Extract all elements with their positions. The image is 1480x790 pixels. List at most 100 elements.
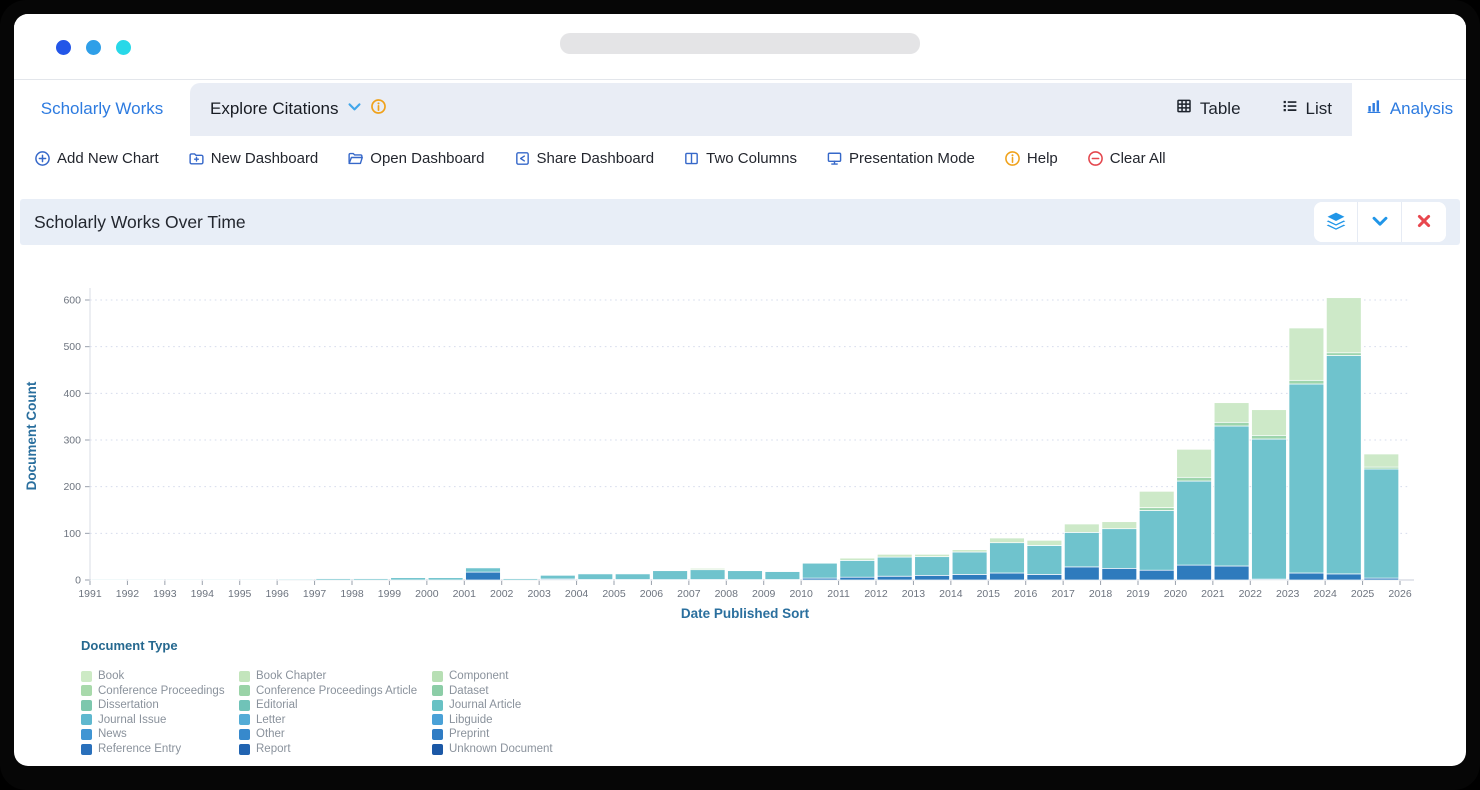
- bar-2008[interactable]: [727, 570, 763, 581]
- legend-item-book[interactable]: Book: [81, 670, 124, 682]
- toolbar-button-clear-all[interactable]: Clear All: [1087, 150, 1166, 167]
- window-control-minimize[interactable]: [86, 40, 101, 55]
- bar-segment[interactable]: [1176, 476, 1212, 482]
- tab-scholarly-works[interactable]: Scholarly Works: [14, 81, 190, 136]
- bar-2019[interactable]: [1138, 490, 1175, 581]
- bar-2023[interactable]: [1288, 327, 1325, 581]
- bar-2002[interactable]: [502, 578, 539, 581]
- bar-segment[interactable]: [1363, 468, 1400, 579]
- bar-segment[interactable]: [1026, 545, 1063, 575]
- bar-segment[interactable]: [203, 579, 239, 581]
- legend-item-conference-proceedings-article[interactable]: Conference Proceedings Article: [239, 685, 417, 697]
- bar-segment[interactable]: [839, 576, 876, 581]
- bar-segment[interactable]: [727, 570, 763, 580]
- bar-segment[interactable]: [352, 578, 389, 581]
- toolbar-button-open-dashboard[interactable]: Open Dashboard: [347, 150, 485, 167]
- bar-segment[interactable]: [278, 578, 314, 581]
- bar-segment[interactable]: [614, 573, 651, 580]
- legend-item-reference-entry[interactable]: Reference Entry: [81, 743, 181, 755]
- bar-segment[interactable]: [1064, 532, 1100, 568]
- window-control-zoom[interactable]: [116, 40, 131, 55]
- bar-2009[interactable]: [764, 571, 801, 581]
- bar-segment[interactable]: [951, 574, 988, 581]
- bar-segment[interactable]: [1138, 490, 1175, 508]
- toolbar-button-help[interactable]: Help: [1004, 150, 1058, 167]
- toolbar-button-share-dashboard[interactable]: Share Dashboard: [514, 150, 654, 167]
- bar-segment[interactable]: [1251, 409, 1287, 436]
- bar-2004[interactable]: [577, 573, 614, 581]
- bar-1994[interactable]: [203, 579, 239, 581]
- bar-2005[interactable]: [614, 573, 651, 581]
- bar-segment[interactable]: [652, 570, 688, 580]
- bar-segment[interactable]: [1326, 573, 1362, 581]
- bar-segment[interactable]: [1176, 480, 1212, 566]
- bar-segment[interactable]: [128, 579, 164, 581]
- bar-segment[interactable]: [465, 567, 501, 573]
- bar-segment[interactable]: [1176, 448, 1212, 478]
- bar-segment[interactable]: [1213, 402, 1250, 423]
- collapse-panel-button[interactable]: [1358, 202, 1402, 242]
- bar-segment[interactable]: [876, 553, 913, 558]
- bar-2022[interactable]: [1251, 409, 1287, 581]
- bar-segment[interactable]: [240, 579, 277, 581]
- bar-segment[interactable]: [689, 567, 726, 571]
- close-panel-button[interactable]: [1402, 202, 1446, 242]
- toolbar-button-add-new-chart[interactable]: Add New Chart: [34, 150, 159, 167]
- legend-item-dataset[interactable]: Dataset: [432, 685, 489, 697]
- bar-segment[interactable]: [90, 579, 127, 581]
- layers-button[interactable]: [1314, 202, 1358, 242]
- bar-segment[interactable]: [1138, 569, 1175, 581]
- legend-item-conference-proceedings[interactable]: Conference Proceedings: [81, 685, 225, 697]
- legend-item-other[interactable]: Other: [239, 728, 285, 740]
- bar-1992[interactable]: [128, 579, 164, 581]
- bar-segment[interactable]: [1176, 564, 1212, 581]
- bar-2020[interactable]: [1176, 448, 1212, 581]
- bar-segment[interactable]: [1213, 565, 1250, 581]
- toolbar-button-two-columns[interactable]: Two Columns: [683, 150, 797, 167]
- bar-segment[interactable]: [989, 572, 1025, 581]
- bar-2013[interactable]: [914, 553, 950, 581]
- legend-item-book-chapter[interactable]: Book Chapter: [239, 670, 326, 682]
- legend-item-unknown-document[interactable]: Unknown Document: [432, 743, 553, 755]
- bar-2006[interactable]: [652, 570, 688, 581]
- bar-segment[interactable]: [1026, 574, 1063, 581]
- legend-item-component[interactable]: Component: [432, 670, 508, 682]
- bar-2010[interactable]: [802, 562, 838, 581]
- bar-segment[interactable]: [951, 551, 988, 575]
- bar-segment[interactable]: [1101, 567, 1138, 581]
- bar-1997[interactable]: [315, 578, 352, 581]
- bar-2018[interactable]: [1101, 521, 1138, 581]
- bar-segment[interactable]: [315, 578, 352, 581]
- legend-item-libguide[interactable]: Libguide: [432, 714, 492, 726]
- legend-item-preprint[interactable]: Preprint: [432, 728, 489, 740]
- bar-segment[interactable]: [876, 575, 913, 581]
- bar-segment[interactable]: [1213, 425, 1250, 567]
- bar-segment[interactable]: [914, 553, 950, 557]
- bar-segment[interactable]: [951, 549, 988, 553]
- bar-1995[interactable]: [240, 579, 277, 581]
- bar-1993[interactable]: [165, 579, 202, 581]
- bar-2014[interactable]: [951, 549, 988, 581]
- bar-segment[interactable]: [1288, 383, 1325, 574]
- bar-2007[interactable]: [689, 567, 726, 581]
- bar-segment[interactable]: [577, 573, 614, 580]
- bar-2016[interactable]: [1026, 539, 1063, 581]
- bar-segment[interactable]: [839, 557, 876, 561]
- bar-segment[interactable]: [1101, 521, 1138, 530]
- bar-2001[interactable]: [465, 567, 501, 581]
- bar-2000[interactable]: [427, 577, 464, 581]
- bar-segment[interactable]: [1326, 355, 1362, 575]
- window-control-close[interactable]: [56, 40, 71, 55]
- bar-segment[interactable]: [540, 574, 576, 580]
- chevron-down-icon[interactable]: [346, 98, 363, 120]
- bar-2011[interactable]: [839, 557, 876, 581]
- bar-2003[interactable]: [540, 574, 576, 581]
- bar-segment[interactable]: [876, 556, 913, 577]
- bar-segment[interactable]: [427, 577, 464, 581]
- legend-item-journal-article[interactable]: Journal Article: [432, 699, 521, 711]
- bar-2024[interactable]: [1326, 297, 1362, 581]
- bar-2017[interactable]: [1064, 523, 1100, 581]
- bar-1996[interactable]: [278, 578, 314, 581]
- bar-segment[interactable]: [1101, 528, 1138, 569]
- bar-segment[interactable]: [1026, 539, 1063, 546]
